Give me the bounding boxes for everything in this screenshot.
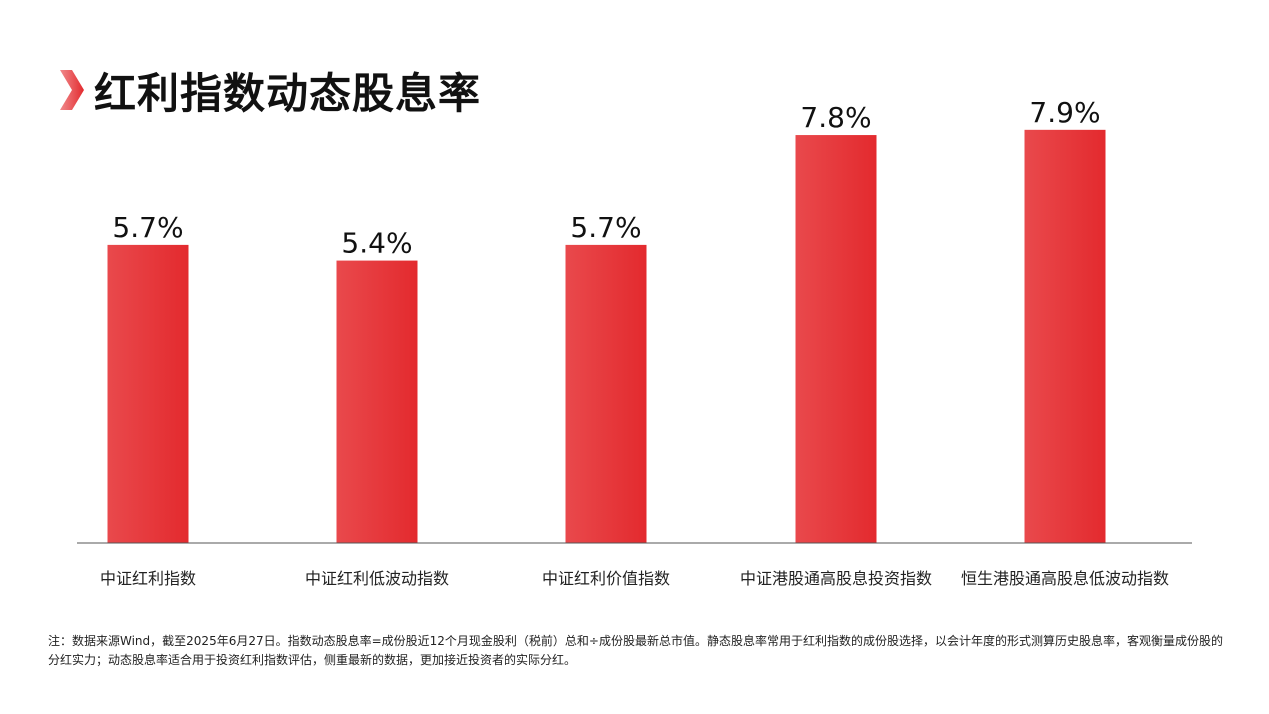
bar-chart: 5.7% 5.4% 5.7% 7.8% 7.9% 中证红利指数 中证红利低波动指数 中证红利… — [77, 96, 1192, 588]
bar-5 — [1024, 129, 1106, 543]
category-label-4: 中证港股通高股息投资指数 — [740, 569, 932, 588]
value-label-3: 5.7% — [570, 211, 641, 244]
page-title: 红利指数动态股息率 — [94, 68, 482, 118]
title-marker-icon — [60, 70, 84, 110]
value-label-2: 5.4% — [341, 227, 412, 260]
category-label-5: 恒生港股通高股息低波动指数 — [961, 569, 1169, 588]
bar-3 — [565, 244, 647, 543]
bar-1 — [107, 244, 189, 543]
category-label-1: 中证红利指数 — [100, 569, 196, 588]
value-label-1: 5.7% — [112, 211, 183, 244]
bar-4 — [795, 135, 877, 543]
value-label-5: 7.9% — [1029, 96, 1100, 129]
title-block: 红利指数动态股息率 — [60, 64, 481, 118]
value-label-4: 7.8% — [800, 101, 871, 134]
category-label-3: 中证红利价值指数 — [542, 569, 670, 588]
footnote: 注：数据来源Wind，截至2025年6月27日。指数动态股息率=成份股近12个月… — [48, 634, 1223, 667]
bar-2 — [336, 260, 418, 543]
category-label-2: 中证红利低波动指数 — [305, 569, 449, 588]
